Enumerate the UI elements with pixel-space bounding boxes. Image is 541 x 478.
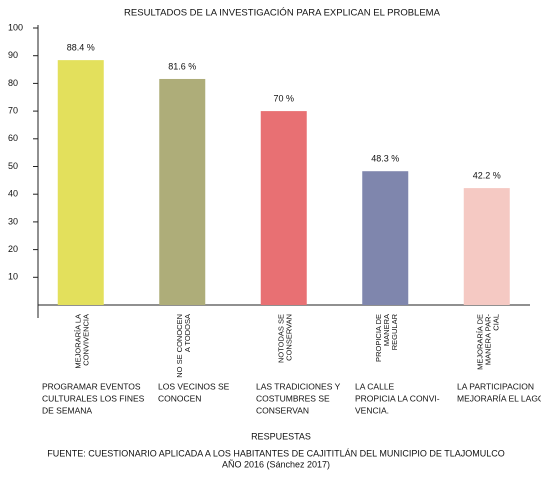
x-tick-label: PROPICIA DE [374, 314, 383, 362]
y-tick-label: 10 [8, 272, 18, 282]
x-axis-label: RESPUESTAS [251, 431, 311, 441]
source-note: AÑO 2016 (Sánchez 2017) [222, 459, 330, 469]
y-tick-label: 70 [8, 105, 18, 115]
value-label: 81.6 % [168, 61, 196, 71]
y-tick-label: 30 [8, 216, 18, 226]
y-tick-label: 90 [8, 50, 18, 60]
category-description: LA CALLE [355, 381, 395, 391]
category-description: LA PARTICIPACION [457, 381, 534, 391]
value-label: 48.3 % [371, 154, 399, 164]
bar [463, 188, 510, 305]
x-tick-label: MANERA [382, 314, 391, 346]
value-label: 70 % [273, 93, 294, 103]
y-tick-label: 100 [8, 22, 23, 32]
x-tick-label: MEJORARÍA DE [476, 314, 485, 370]
y-tick-label: 50 [8, 161, 18, 171]
source-note: FUENTE: CUESTIONARIO APLICADA A LOS HABI… [47, 448, 504, 458]
category-description: COSTUMBRES SE [256, 393, 330, 403]
bar [260, 111, 307, 305]
x-tick-label: NOTODAS SE [277, 314, 286, 363]
category-description: LAS TRADICIONES Y [256, 381, 341, 391]
y-tick-label: 20 [8, 244, 18, 254]
value-label: 42.2 % [473, 170, 501, 180]
x-tick-label: CIAL [492, 314, 501, 331]
chart-title: RESULTADOS DE LA INVESTIGACIÓN PARA EXPL… [124, 8, 441, 19]
category-description: CONOCEN [158, 393, 201, 403]
bar [57, 60, 104, 305]
bar [362, 171, 409, 305]
category-description: MEJORARÍA EL LAGO [457, 393, 541, 403]
category-description: CONSERVAN [256, 405, 309, 415]
x-tick-label: CONVIVENCIA [82, 314, 91, 366]
value-label: 88.4 % [67, 43, 95, 53]
category-description: PROPICIA LA CONVI- [355, 393, 440, 403]
category-description: DE SEMANA [42, 405, 92, 415]
y-tick-label: 80 [8, 78, 18, 88]
x-tick-label: NO SE CONOCEN [175, 314, 184, 378]
x-tick-label: A TODOSA [183, 314, 192, 352]
x-tick-label: REGULAR [390, 313, 399, 350]
category-description: PROGRAMAR EVENTOS [42, 381, 141, 391]
x-tick-label: MANERA PAR- [484, 314, 493, 366]
category-description: CULTURALES LOS FINES [42, 393, 145, 403]
category-description: LOS VECINOS SE [158, 381, 230, 391]
category-description: VENCIA. [355, 405, 389, 415]
x-tick-label: MEJORARÍA LA [74, 314, 83, 369]
y-tick-label: 60 [8, 133, 18, 143]
bar [159, 78, 206, 305]
x-tick-label: CONSERVAN [285, 314, 294, 361]
y-tick-label: 40 [8, 189, 18, 199]
